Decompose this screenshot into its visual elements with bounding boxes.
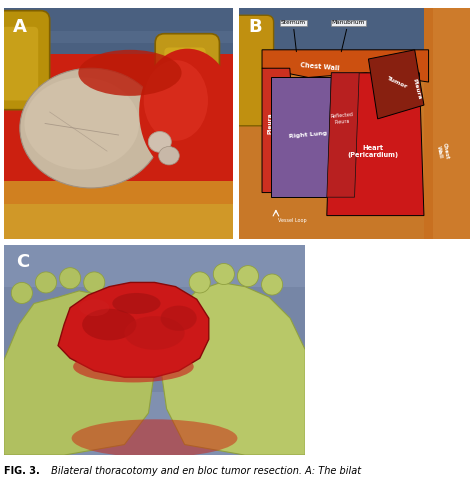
- Ellipse shape: [144, 60, 208, 141]
- Text: Sternum: Sternum: [281, 21, 306, 52]
- Ellipse shape: [148, 131, 171, 152]
- Text: Chest
Wall: Chest Wall: [436, 142, 449, 160]
- Text: Vessel Loop: Vessel Loop: [278, 218, 307, 223]
- FancyBboxPatch shape: [1, 27, 38, 100]
- FancyBboxPatch shape: [228, 15, 273, 126]
- Ellipse shape: [170, 314, 188, 343]
- Ellipse shape: [159, 147, 179, 165]
- Ellipse shape: [36, 272, 56, 293]
- FancyBboxPatch shape: [4, 181, 233, 239]
- Polygon shape: [368, 50, 424, 119]
- FancyBboxPatch shape: [4, 31, 233, 43]
- Text: Pleura: Pleura: [412, 78, 422, 100]
- Ellipse shape: [84, 272, 105, 293]
- Polygon shape: [327, 73, 359, 197]
- FancyBboxPatch shape: [4, 8, 233, 239]
- FancyBboxPatch shape: [424, 8, 474, 239]
- Polygon shape: [271, 77, 355, 197]
- Polygon shape: [161, 282, 305, 455]
- FancyBboxPatch shape: [4, 204, 233, 239]
- Polygon shape: [4, 291, 155, 455]
- Ellipse shape: [124, 316, 185, 350]
- Text: A: A: [13, 18, 27, 35]
- Ellipse shape: [213, 264, 235, 284]
- Text: FIG. 3.: FIG. 3.: [4, 465, 39, 476]
- Ellipse shape: [161, 306, 197, 331]
- Ellipse shape: [121, 314, 139, 343]
- Text: Right Lung: Right Lung: [289, 131, 328, 139]
- Text: Pleura: Pleura: [268, 113, 273, 134]
- Ellipse shape: [262, 274, 283, 295]
- FancyBboxPatch shape: [4, 287, 305, 392]
- Text: Reflected
Pleura: Reflected Pleura: [330, 113, 354, 125]
- Text: Bilateral thoracotomy and en bloc tumor resection. A: The bilat: Bilateral thoracotomy and en bloc tumor …: [48, 465, 361, 476]
- Ellipse shape: [20, 68, 162, 188]
- Ellipse shape: [25, 77, 139, 170]
- Ellipse shape: [11, 282, 32, 304]
- Text: B: B: [248, 18, 262, 35]
- FancyBboxPatch shape: [164, 48, 206, 89]
- Ellipse shape: [60, 268, 81, 289]
- FancyBboxPatch shape: [433, 8, 474, 239]
- Ellipse shape: [237, 266, 258, 287]
- FancyBboxPatch shape: [155, 33, 219, 98]
- Ellipse shape: [72, 419, 237, 457]
- Ellipse shape: [82, 309, 137, 340]
- Ellipse shape: [79, 299, 109, 316]
- Polygon shape: [58, 282, 209, 377]
- Text: C: C: [16, 253, 29, 271]
- Polygon shape: [262, 68, 299, 192]
- Text: Heart
(Pericardium): Heart (Pericardium): [347, 145, 399, 157]
- Ellipse shape: [73, 351, 194, 382]
- FancyBboxPatch shape: [239, 4, 470, 50]
- Polygon shape: [327, 73, 424, 215]
- FancyBboxPatch shape: [4, 4, 233, 55]
- FancyBboxPatch shape: [4, 245, 305, 455]
- Ellipse shape: [189, 272, 210, 293]
- Polygon shape: [262, 50, 428, 82]
- Text: Manubrium: Manubrium: [331, 21, 365, 52]
- Ellipse shape: [112, 293, 161, 314]
- Ellipse shape: [78, 50, 182, 96]
- Ellipse shape: [139, 49, 236, 175]
- Text: Chest Wall: Chest Wall: [300, 62, 340, 72]
- FancyBboxPatch shape: [0, 11, 50, 110]
- FancyBboxPatch shape: [239, 8, 470, 239]
- Text: Tumor: Tumor: [385, 75, 407, 89]
